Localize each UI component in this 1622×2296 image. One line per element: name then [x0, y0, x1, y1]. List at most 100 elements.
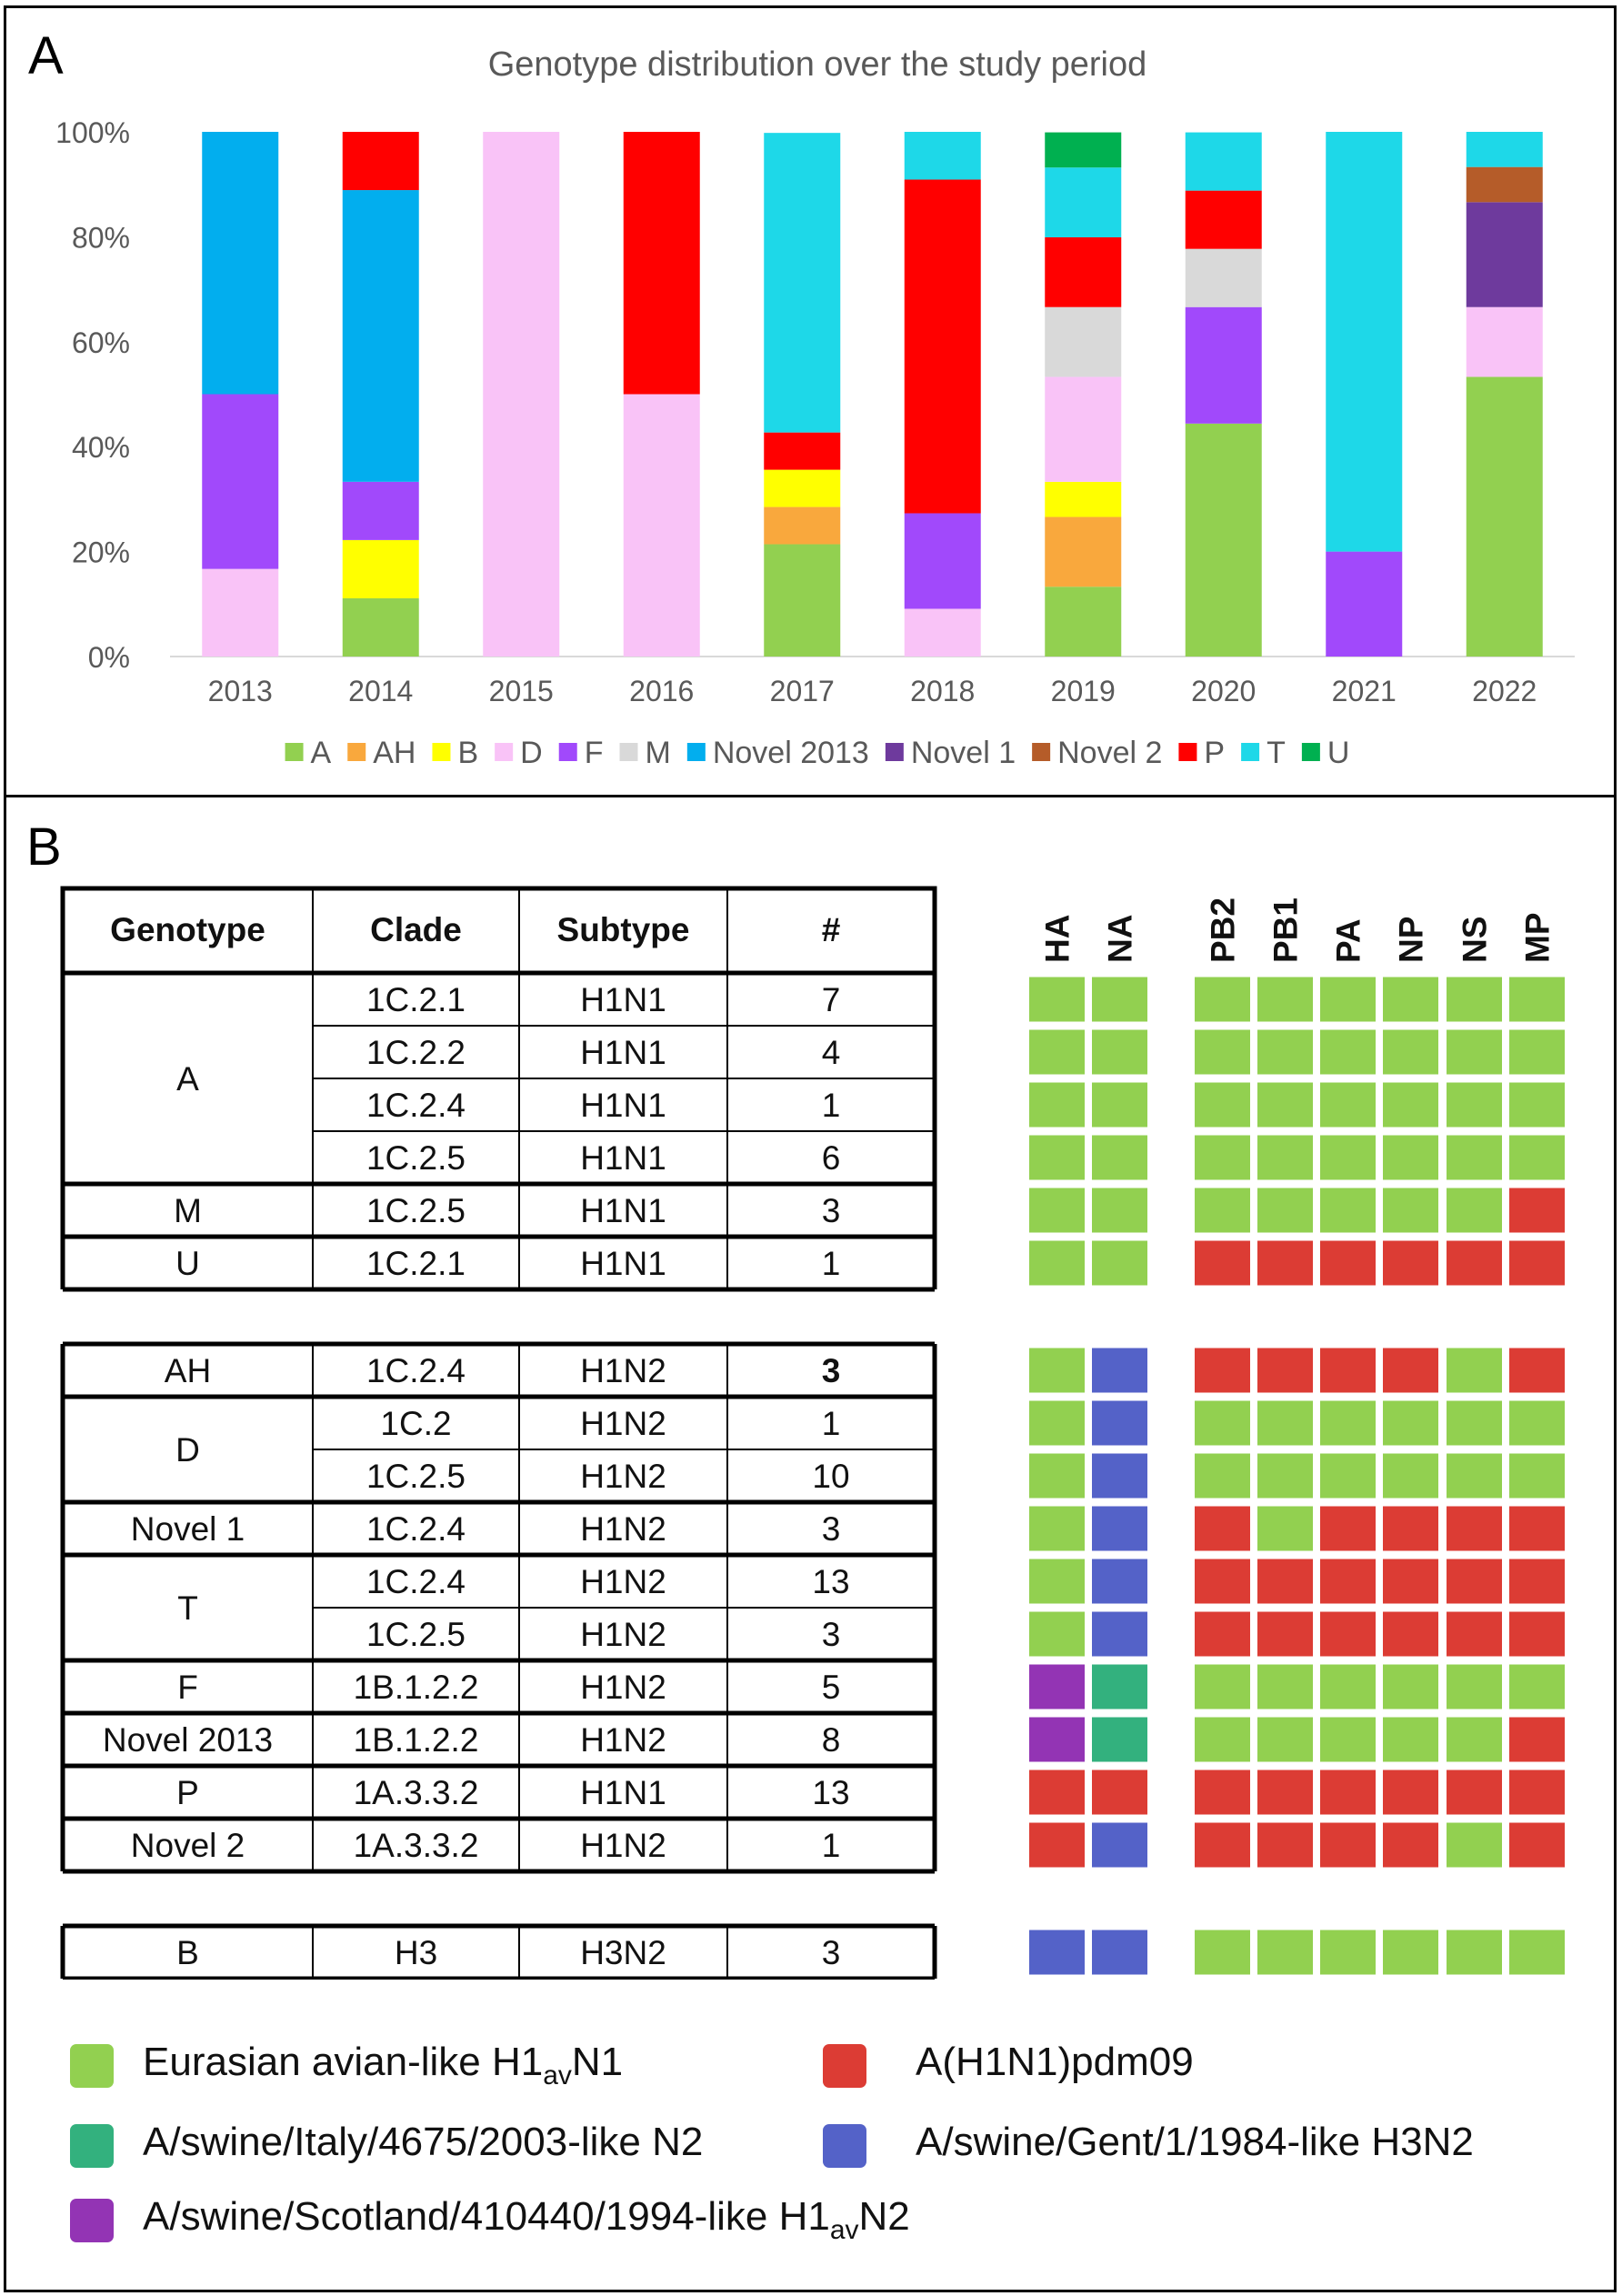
legend-swatch-novel-2013 [686, 743, 706, 761]
cell-clade: 1C.2.4 [366, 1087, 466, 1124]
gene-cell-p-pb2 [1195, 1770, 1250, 1815]
gene-cell-p-na [1092, 1770, 1147, 1815]
gene-cell-f-pa [1320, 1664, 1376, 1709]
cell-count: 4 [822, 1034, 841, 1071]
bar-segment-2019-u [1045, 132, 1122, 168]
cell-genotype: U [175, 1245, 200, 1282]
gene-cell-u-mp [1509, 1240, 1565, 1286]
x-tick-label: 2014 [348, 675, 413, 707]
gene-cell-b-pb2 [1195, 1930, 1250, 1975]
cell-subtype: H1N1 [580, 1774, 666, 1811]
cell-clade: 1C.2.4 [366, 1510, 466, 1548]
gene-cell-novel-2-na [1092, 1822, 1147, 1868]
gene-cell-b-ha [1029, 1930, 1085, 1975]
gene-cell-a-np [1383, 1082, 1438, 1128]
cell-subtype: H1N2 [580, 1352, 666, 1389]
gene-cell-d-pb1 [1257, 1453, 1313, 1499]
gene-cell-d-pa [1320, 1453, 1376, 1499]
legend-label-novel-2013: Novel 2013 [713, 736, 869, 770]
gene-cell-ah-pa [1320, 1348, 1376, 1393]
gene-cell-a-ns [1447, 1135, 1502, 1180]
gene-cell-f-ns [1447, 1664, 1502, 1709]
gene-cell-a-np [1383, 1029, 1438, 1075]
gene-cell-a-ha [1029, 1082, 1085, 1128]
bar-segment-2018-p [904, 179, 981, 514]
cell-count: 3 [822, 1192, 841, 1229]
gene-cell-d-na [1092, 1400, 1147, 1446]
gene-cell-a-ha [1029, 977, 1085, 1022]
gene-cell-novel-2013-pb2 [1195, 1717, 1250, 1762]
gene-cell-a-pa [1320, 1135, 1376, 1180]
gene-cell-u-pa [1320, 1240, 1376, 1286]
gene-cell-t-mp [1509, 1611, 1565, 1657]
bar-segment-2022-d [1466, 306, 1543, 377]
cell-subtype: H1N2 [580, 1669, 666, 1706]
legend-label-f: F [585, 736, 604, 770]
gene-cell-t-na [1092, 1559, 1147, 1604]
cell-genotype: D [175, 1431, 200, 1469]
gene-cell-t-pb1 [1257, 1611, 1313, 1657]
gene-header-mp: MP [1519, 913, 1557, 964]
gene-cell-b-ns [1447, 1930, 1502, 1975]
bar-segment-2017-a [764, 544, 841, 657]
gene-cell-a-ha [1029, 1029, 1085, 1075]
bar-segment-2016-d [623, 394, 700, 657]
gene-cell-d-ns [1447, 1400, 1502, 1446]
cell-clade: 1A.3.3.2 [354, 1774, 479, 1811]
legend-swatch-a [285, 743, 304, 761]
cell-count: 5 [822, 1669, 841, 1706]
panel-b: B Genotype Clade Subtype # HA NA PB2 PB1 PA NP NS M… [4, 795, 1617, 2292]
gene-cell-d-pa [1320, 1400, 1376, 1446]
bar-segment-2019-ah [1045, 516, 1122, 587]
cell-clade: 1C.2.1 [366, 1245, 466, 1282]
gene-cell-t-ha [1029, 1559, 1085, 1604]
gene-cell-d-na [1092, 1453, 1147, 1499]
cell-subtype: H1N2 [580, 1721, 666, 1759]
gene-cell-novel-1-na [1092, 1506, 1147, 1551]
gene-cell-novel-2013-pa [1320, 1717, 1376, 1762]
gene-cell-ah-pb2 [1195, 1348, 1250, 1393]
legend-swatch-novel-2 [1032, 743, 1051, 761]
gene-cell-b-np [1383, 1930, 1438, 1975]
gene-cell-d-pb2 [1195, 1453, 1250, 1499]
cell-clade: 1C.2.1 [366, 981, 466, 1018]
gene-cell-t-pa [1320, 1611, 1376, 1657]
legend-swatch-f [558, 743, 577, 761]
cell-clade: 1B.1.2.2 [354, 1721, 479, 1759]
gene-cell-f-mp [1509, 1664, 1565, 1709]
gene-cell-ah-pb1 [1257, 1348, 1313, 1393]
gene-cell-novel-2-pb2 [1195, 1822, 1250, 1868]
genotype-table: Genotype Clade Subtype # HA NA PB2 PB1 PA NP NS MP1… [60, 886, 1565, 1980]
gene-cell-a-ns [1447, 1082, 1502, 1128]
bar-segment-2013-d [202, 568, 279, 657]
gene-cell-b-na [1092, 1930, 1147, 1975]
gene-header-ns: NS [1457, 917, 1494, 963]
bar-segment-2019-a [1045, 587, 1122, 657]
legend-swatch-p [1178, 743, 1197, 761]
table-header-subtype: Subtype [557, 911, 690, 948]
gene-cell-novel-1-mp [1509, 1506, 1565, 1551]
bar-segment-2017-b [764, 469, 841, 507]
legend-label-d: D [520, 736, 543, 770]
gene-cell-d-mp [1509, 1453, 1565, 1499]
legend-label-p: P [1204, 736, 1225, 770]
legend-swatch-u [1301, 743, 1320, 761]
gene-cell-novel-2013-ns [1447, 1717, 1502, 1762]
cell-genotype: Novel 1 [131, 1510, 245, 1548]
gene-cell-t-pb2 [1195, 1559, 1250, 1604]
gene-cell-f-na [1092, 1664, 1147, 1709]
cell-count: 6 [822, 1139, 841, 1177]
gene-cell-ah-na [1092, 1348, 1147, 1393]
gene-cell-p-ha [1029, 1770, 1085, 1815]
gene-cell-d-ha [1029, 1453, 1085, 1499]
panel-a-letter: A [28, 26, 64, 85]
table-header-genotype: Genotype [110, 911, 265, 948]
cell-count: 3 [822, 1616, 841, 1653]
cell-subtype: H1N2 [580, 1827, 666, 1864]
gene-header-na: NA [1102, 915, 1139, 963]
gene-cell-a-na [1092, 1135, 1147, 1180]
gene-cell-d-pb1 [1257, 1400, 1313, 1446]
lineage-swatch [823, 2124, 866, 2168]
cell-count: 1 [822, 1245, 841, 1282]
cell-count: 1 [822, 1087, 841, 1124]
